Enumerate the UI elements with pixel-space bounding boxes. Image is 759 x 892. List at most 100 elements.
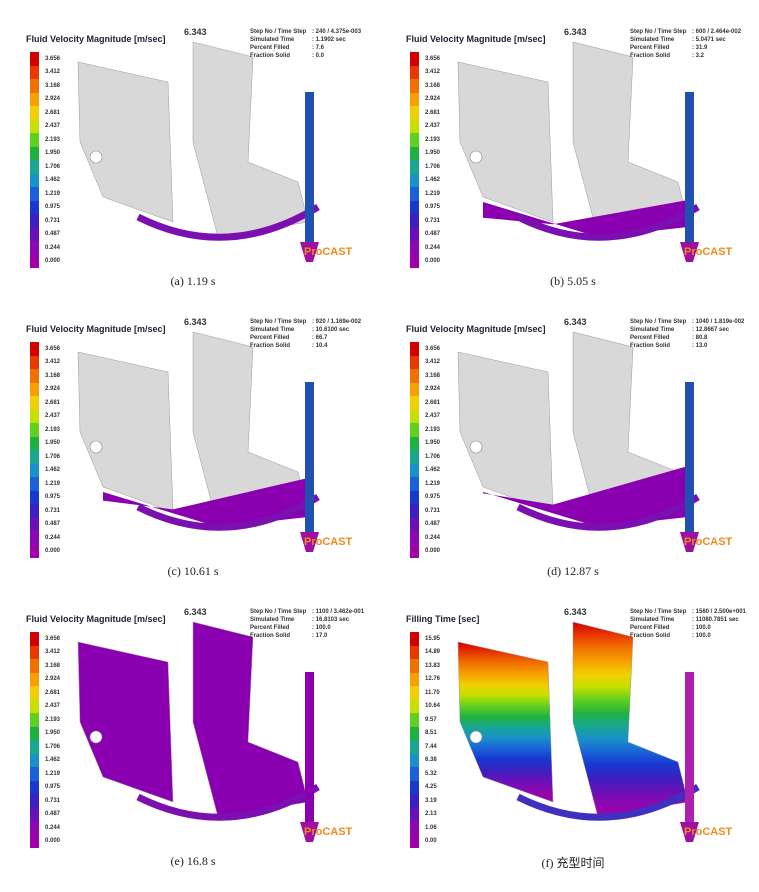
- legend-item: 5.32: [410, 767, 440, 781]
- brand-label: ProCAST: [304, 536, 353, 548]
- color-legend: 3.656 3.412 3.168 2.924 2.681 2.437 2.193 1.950…: [30, 632, 60, 848]
- legend-item: 1.950: [30, 436, 61, 450]
- legend-item: 3.656: [410, 52, 440, 66]
- hole: [89, 440, 103, 454]
- legend-swatch: [410, 544, 419, 558]
- info-label: Simulated Time: [250, 617, 295, 623]
- legend-item: 1.706: [30, 740, 60, 754]
- legend-item: 3.412: [30, 645, 61, 659]
- legend-swatch: [410, 490, 419, 504]
- legend-swatch: [30, 187, 39, 201]
- info-value: : 7.6: [312, 45, 325, 51]
- legend-swatch: [30, 227, 39, 241]
- legend-item: 0.975: [30, 780, 60, 794]
- info-row: Step No / Time Step: 600 / 2.464e-002: [630, 28, 741, 36]
- legend-label: 2.193: [425, 426, 441, 433]
- legend-item: 0.731: [30, 504, 60, 518]
- legend-label: 1.06: [425, 824, 437, 831]
- info-value: : 12.8667 sec: [692, 327, 730, 333]
- pouring-cup: [300, 532, 319, 552]
- legend-item: 1.219: [410, 477, 440, 491]
- legend-item: 7.44: [410, 740, 440, 754]
- legend-swatch: [30, 119, 39, 133]
- casting-right: [192, 41, 309, 238]
- legend-label: 2.681: [45, 399, 61, 406]
- legend-item: 2.924: [410, 382, 440, 396]
- legend-item: 3.656: [30, 632, 60, 646]
- info-value: : 10.6100 sec: [312, 327, 350, 333]
- legend-swatch: [30, 355, 39, 369]
- legend-label: 3.656: [425, 345, 441, 352]
- legend-item: 0.487: [410, 517, 440, 531]
- legend-label: 1.950: [425, 150, 441, 157]
- legend-item: 0.000: [30, 834, 60, 848]
- legend-label: 13.83: [425, 662, 441, 669]
- info-row: Percent Filled: 80.8: [630, 334, 744, 342]
- legend-item: 1.706: [30, 160, 60, 174]
- info-label: Step No / Time Step: [250, 319, 307, 325]
- legend-swatch: [30, 686, 39, 700]
- info-label: Percent Filled: [250, 45, 290, 51]
- legend-item: 3.656: [410, 342, 440, 356]
- legend-swatch: [410, 686, 419, 700]
- legend-label: 1.706: [45, 743, 61, 750]
- legend-label: 0.975: [425, 494, 441, 501]
- legend-swatch: [410, 423, 419, 437]
- legend-label: 0.000: [425, 258, 441, 265]
- legend-label: 3.412: [45, 359, 61, 366]
- legend-swatch: [410, 632, 419, 646]
- brand-label: ProCAST: [684, 826, 733, 838]
- legend-label: 1.706: [45, 163, 61, 170]
- legend-swatch: [410, 146, 419, 160]
- scale-label: 6.343: [184, 607, 207, 617]
- color-legend: 15.95 14.89 13.83 12.76 11.70 10.64 9.57 8.51 7.…: [410, 632, 440, 848]
- legend-label: 2.924: [425, 96, 441, 103]
- legend-label: 2.437: [45, 703, 61, 710]
- legend-label: 2.924: [45, 96, 61, 103]
- legend-item: 3.412: [410, 65, 440, 79]
- info-value: : 1100 / 3.462e-001: [312, 609, 365, 615]
- legend-label: 2.13: [425, 811, 437, 818]
- brand-label: ProCAST: [304, 826, 353, 838]
- runner: [516, 494, 700, 531]
- color-legend: 3.656 3.412 3.168 2.924 2.681 2.437 2.193 1.950…: [410, 342, 440, 558]
- legend-swatch: [410, 713, 419, 727]
- legend-label: 1.706: [45, 453, 61, 460]
- legend-label: 0.731: [425, 217, 441, 224]
- legend-label: 2.924: [45, 676, 61, 683]
- info-label: Simulated Time: [630, 327, 675, 333]
- legend-label: 0.244: [425, 244, 441, 251]
- legend-label: 9.57: [425, 716, 437, 723]
- legend-swatch: [30, 65, 39, 79]
- info-row: Fraction Solid: 3.2: [630, 52, 741, 60]
- legend-label: 1.462: [45, 467, 61, 474]
- legend-label: 1.950: [45, 440, 61, 447]
- legend-label: 3.412: [45, 649, 61, 656]
- info-value: : 100.0: [312, 625, 331, 631]
- panel-title: Fluid Velocity Magnitude [m/sec]: [26, 324, 166, 334]
- info-row: Simulated Time: 11080.7851 sec: [630, 616, 746, 624]
- info-value: : 31.9: [692, 45, 708, 51]
- legend-swatch: [410, 821, 419, 835]
- info-row: Percent Filled: 31.9: [630, 44, 741, 52]
- legend-swatch: [410, 106, 419, 120]
- info-row: Percent Filled: 100.0: [630, 624, 746, 632]
- casting-left: [457, 61, 554, 223]
- casting-render: [77, 41, 320, 262]
- legend-item: 2.924: [30, 672, 61, 686]
- info-value: : 1040 / 1.819e-002: [692, 319, 745, 325]
- legend-swatch: [30, 672, 39, 686]
- legend-item: 0.975: [410, 490, 441, 504]
- info-value: : 1560 / 2.500e+001: [692, 609, 746, 615]
- casting-left: [77, 641, 174, 803]
- legend-label: 3.412: [45, 69, 61, 76]
- color-legend: 3.656 3.412 3.168 2.924 2.681 2.437 2.193 1.950…: [30, 342, 60, 558]
- legend-label: 1.462: [45, 177, 61, 184]
- legend-item: 3.412: [410, 355, 440, 369]
- legend-item: 2.193: [410, 423, 440, 437]
- legend-item: 1.462: [410, 173, 440, 187]
- info-value: : 0.0: [312, 53, 325, 59]
- legend-swatch: [30, 740, 39, 754]
- casting-render: [77, 331, 320, 552]
- legend-item: 0.731: [30, 214, 60, 228]
